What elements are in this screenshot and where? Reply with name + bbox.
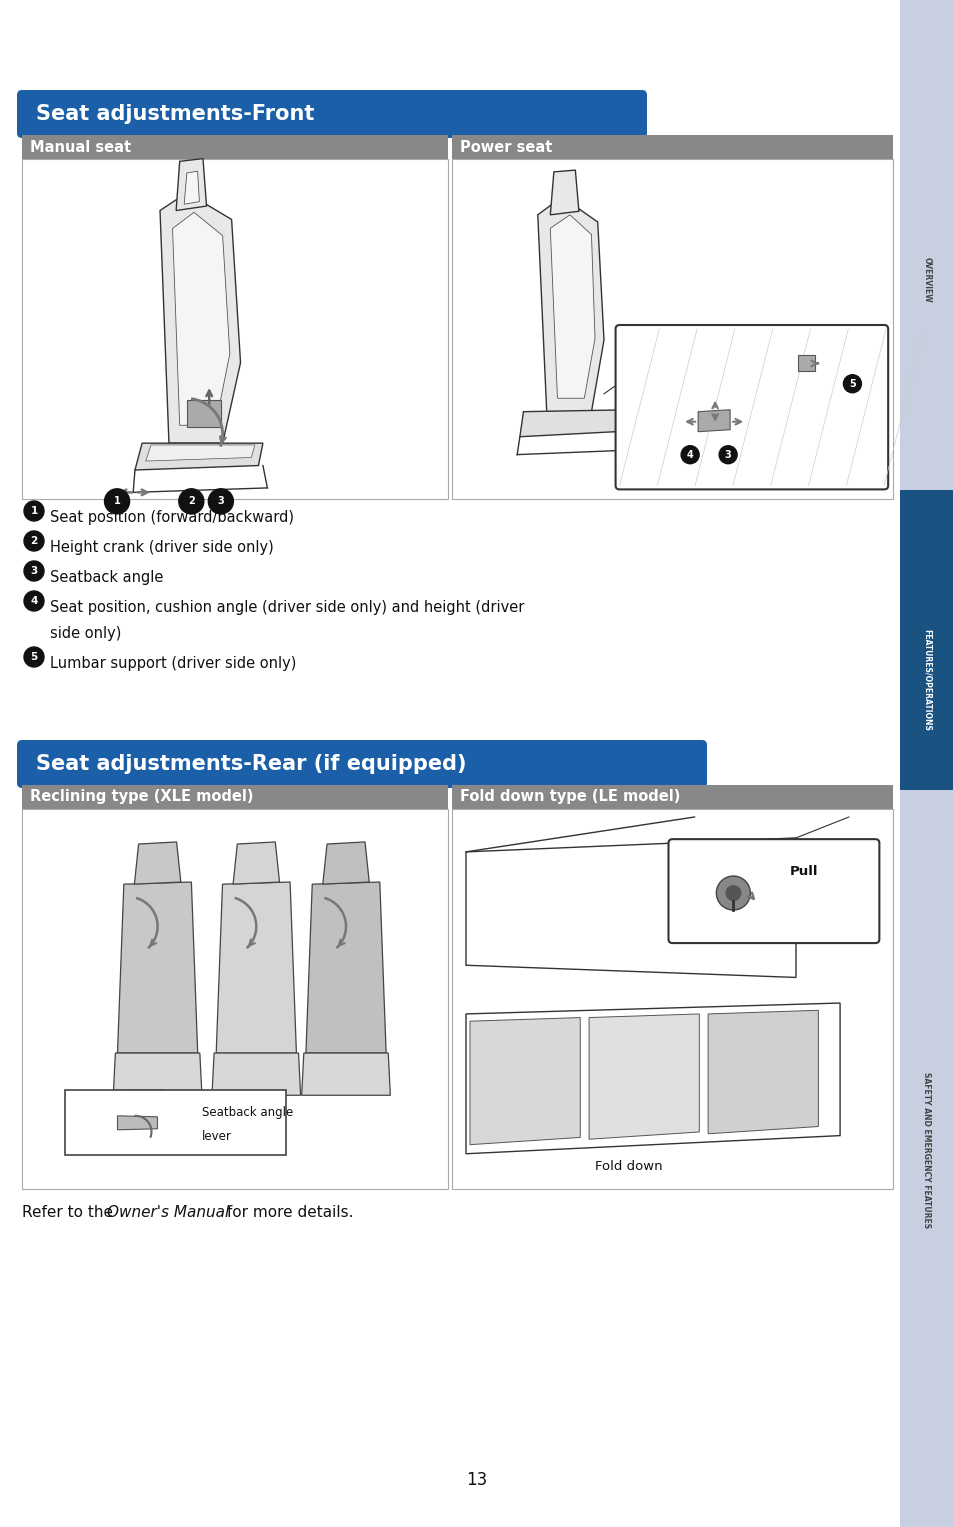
Circle shape <box>719 446 737 464</box>
Circle shape <box>105 489 130 515</box>
Text: Seat position (forward/backward): Seat position (forward/backward) <box>50 510 294 525</box>
Text: Refer to the: Refer to the <box>22 1205 118 1220</box>
Text: 5: 5 <box>30 652 37 663</box>
Circle shape <box>724 886 740 901</box>
Text: Seatback angle: Seatback angle <box>50 570 163 585</box>
Polygon shape <box>233 841 279 884</box>
Text: FEATURES/OPERATIONS: FEATURES/OPERATIONS <box>922 629 930 731</box>
Bar <box>452 134 892 159</box>
Bar <box>65 1090 286 1154</box>
Polygon shape <box>212 1054 300 1095</box>
Text: for more details.: for more details. <box>222 1205 354 1220</box>
Text: 4: 4 <box>30 596 38 606</box>
Circle shape <box>716 876 750 910</box>
Text: 3: 3 <box>724 450 731 460</box>
Polygon shape <box>216 883 296 1054</box>
Text: Seat adjustments-Rear (if equipped): Seat adjustments-Rear (if equipped) <box>36 754 466 774</box>
Text: 3: 3 <box>30 567 37 576</box>
Polygon shape <box>707 1011 818 1133</box>
Text: Pull: Pull <box>789 866 818 878</box>
Polygon shape <box>184 171 199 205</box>
Polygon shape <box>146 444 254 461</box>
Text: 5: 5 <box>848 379 855 389</box>
Polygon shape <box>550 169 578 215</box>
Polygon shape <box>134 443 263 470</box>
Circle shape <box>24 560 44 580</box>
FancyBboxPatch shape <box>17 741 706 788</box>
FancyBboxPatch shape <box>615 325 887 489</box>
Circle shape <box>24 501 44 521</box>
Text: 1: 1 <box>30 505 37 516</box>
FancyBboxPatch shape <box>17 90 646 137</box>
Polygon shape <box>322 841 369 884</box>
Bar <box>452 785 892 809</box>
Text: Seat adjustments-Front: Seat adjustments-Front <box>36 104 314 124</box>
Polygon shape <box>306 883 386 1054</box>
Text: SAFETY AND EMERGENCY FEATURES: SAFETY AND EMERGENCY FEATURES <box>922 1072 930 1228</box>
Text: Manual seat: Manual seat <box>30 139 131 154</box>
Bar <box>22 159 448 499</box>
Circle shape <box>208 489 233 515</box>
Bar <box>452 159 892 499</box>
Text: Fold down: Fold down <box>594 1161 661 1173</box>
Polygon shape <box>537 197 603 412</box>
Bar <box>22 785 448 809</box>
Polygon shape <box>134 841 181 884</box>
Circle shape <box>24 647 44 667</box>
Polygon shape <box>176 159 207 211</box>
Polygon shape <box>172 212 230 426</box>
Polygon shape <box>301 1054 390 1095</box>
Polygon shape <box>588 1014 699 1139</box>
Text: OVERVIEW: OVERVIEW <box>922 257 930 302</box>
Polygon shape <box>160 192 240 443</box>
Bar <box>899 490 953 789</box>
Polygon shape <box>519 409 623 437</box>
Circle shape <box>680 446 699 464</box>
Circle shape <box>24 531 44 551</box>
Text: 2: 2 <box>30 536 37 547</box>
Polygon shape <box>117 1116 157 1130</box>
Bar <box>452 809 892 1190</box>
Circle shape <box>24 591 44 611</box>
Polygon shape <box>117 883 197 1054</box>
Circle shape <box>842 374 861 392</box>
Bar <box>899 0 953 1527</box>
Text: Lumbar support (driver side only): Lumbar support (driver side only) <box>50 657 296 670</box>
Text: Seat position, cushion angle (driver side only) and height (driver: Seat position, cushion angle (driver sid… <box>50 600 524 615</box>
Text: Reclining type (XLE model): Reclining type (XLE model) <box>30 789 253 805</box>
Polygon shape <box>113 1054 202 1095</box>
Text: 2: 2 <box>188 496 194 507</box>
Text: Seatback angle: Seatback angle <box>202 1106 293 1119</box>
Polygon shape <box>470 1017 579 1145</box>
Text: Height crank (driver side only): Height crank (driver side only) <box>50 541 274 554</box>
Text: side only): side only) <box>50 626 121 641</box>
Text: Fold down type (LE model): Fold down type (LE model) <box>459 789 679 805</box>
Polygon shape <box>550 215 595 399</box>
Text: 13: 13 <box>466 1471 487 1489</box>
Text: Power seat: Power seat <box>459 139 552 154</box>
Bar <box>22 809 448 1190</box>
Circle shape <box>178 489 204 515</box>
Polygon shape <box>698 409 729 432</box>
Text: lever: lever <box>202 1130 232 1144</box>
Polygon shape <box>798 356 814 371</box>
Text: Owner's Manual: Owner's Manual <box>107 1205 229 1220</box>
Text: 1: 1 <box>113 496 120 507</box>
FancyBboxPatch shape <box>668 840 879 944</box>
Text: 4: 4 <box>686 450 693 460</box>
Text: 3: 3 <box>217 496 224 507</box>
Polygon shape <box>187 400 221 428</box>
Bar <box>22 134 448 159</box>
